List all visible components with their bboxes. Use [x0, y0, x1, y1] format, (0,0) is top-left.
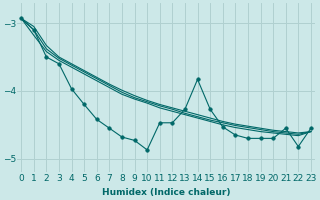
X-axis label: Humidex (Indice chaleur): Humidex (Indice chaleur)	[102, 188, 230, 197]
